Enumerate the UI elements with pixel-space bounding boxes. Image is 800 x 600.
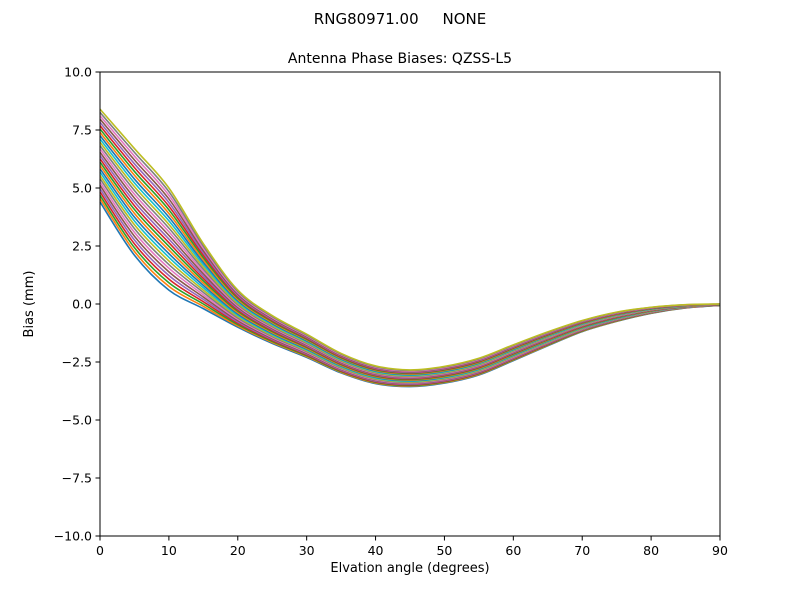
bias-curve <box>99 191 721 386</box>
x-tick-label: 80 <box>643 543 659 558</box>
x-tick-label: 70 <box>574 543 590 558</box>
bias-curve <box>99 178 721 384</box>
bias-curve <box>99 161 721 381</box>
axes-layer: 0 10 20 30 40 50 60 70 80 90 −10.0 −7.5 −5.0 −2.5 0.0 2… <box>54 65 728 559</box>
x-tick-label: 10 <box>161 543 177 558</box>
bias-curve <box>99 158 721 380</box>
y-tick-label: −7.5 <box>62 471 92 486</box>
x-tick-label: 40 <box>368 543 384 558</box>
y-tick-label: 5.0 <box>72 181 92 196</box>
x-tick-label: 20 <box>230 543 246 558</box>
x-tick-label: 90 <box>712 543 728 558</box>
curves-layer <box>99 108 721 388</box>
bias-curve <box>99 155 721 380</box>
y-axis-label: Bias (mm) <box>22 271 37 338</box>
y-tick-label: 10.0 <box>64 65 92 80</box>
x-tick-label: 60 <box>505 543 521 558</box>
x-tick-label: 0 <box>96 543 104 558</box>
bias-curve <box>99 168 721 382</box>
bias-curve <box>99 164 721 381</box>
axes-title: Antenna Phase Biases: QZSS-L5 <box>288 51 512 67</box>
y-tick-label: −10.0 <box>54 529 92 544</box>
x-tick-label: 50 <box>436 543 452 558</box>
x-axis-label: Elvation angle (degrees) <box>330 561 489 576</box>
y-tick-label: 7.5 <box>72 123 92 138</box>
y-tick-label: 0.0 <box>72 297 92 312</box>
y-tick-label: 2.5 <box>72 239 92 254</box>
y-tick-label: −5.0 <box>62 413 92 428</box>
bias-curve <box>99 108 721 371</box>
figure-title: RNG80971.00 NONE <box>314 10 486 28</box>
ticks-layer: 0 10 20 30 40 50 60 70 80 90 −10.0 −7.5 −5.0 −2.5 0.0 2… <box>54 65 728 559</box>
x-tick-label: 30 <box>299 543 315 558</box>
y-tick-label: −2.5 <box>62 355 92 370</box>
